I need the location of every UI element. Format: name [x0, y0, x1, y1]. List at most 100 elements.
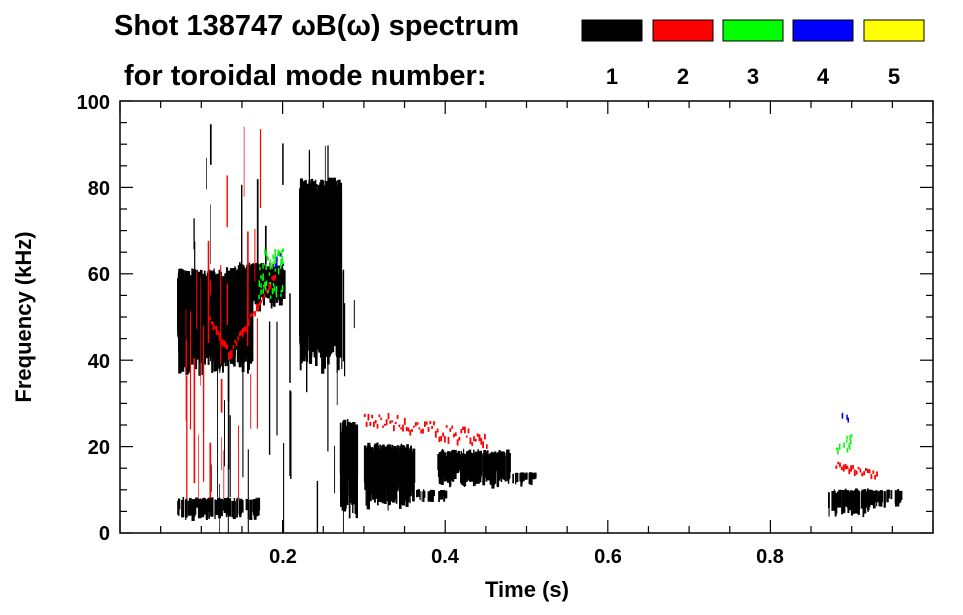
spectral-bin: [450, 452, 452, 473]
spectral-bin: [412, 452, 414, 494]
spectral-bin: [280, 259, 282, 264]
spectral-bin: [268, 282, 270, 291]
spectral-bin: [494, 453, 496, 474]
spectral-bin: [384, 447, 386, 485]
spectral-bin: [525, 472, 528, 480]
spectral-bin: [303, 180, 306, 263]
spectral-bin: [490, 456, 493, 475]
spectral-bin: [240, 330, 242, 336]
spectral-bin: [350, 428, 352, 499]
spectral-bin: [400, 427, 403, 430]
spectral-bin: [843, 492, 847, 506]
spectral-bin: [248, 319, 250, 327]
spectral-bin: [218, 332, 221, 341]
spectral-bin: [277, 253, 279, 257]
spectral-bin: [275, 290, 277, 295]
spectral-bin: [409, 430, 412, 436]
spectral-bin: [876, 471, 878, 477]
spectral-bin: [281, 248, 284, 252]
spectral-bin: [233, 498, 236, 513]
spectral-bin: [471, 454, 473, 472]
spectral-bin: [431, 490, 435, 497]
spectral-bin: [249, 500, 253, 520]
spectral-bin: [411, 429, 413, 432]
spectral-bin: [190, 276, 194, 365]
spectral-bin: [369, 447, 372, 502]
spectral-bin: [846, 440, 848, 443]
spectral-feature-mode-1: [868, 489, 903, 509]
spectral-bin: [396, 445, 399, 489]
spectral-feature-mode-1: [363, 442, 416, 511]
spectral-bin: [267, 290, 269, 293]
spectral-bin: [467, 453, 471, 479]
spectral-bin: [862, 492, 865, 518]
spectral-bin: [270, 268, 274, 303]
spectral-bin: [496, 452, 501, 475]
spectral-bin: [476, 433, 479, 437]
spectral-bin: [876, 490, 878, 507]
spectral-bin: [210, 276, 212, 336]
spectral-bin: [465, 435, 468, 438]
spectral-bin: [444, 435, 446, 443]
legend-label: for toroidal mode number:: [124, 60, 487, 92]
spectral-bin: [841, 490, 845, 508]
spectral-bin: [857, 490, 860, 515]
spectral-bin: [181, 499, 185, 518]
spectral-bin: [473, 449, 475, 467]
spectral-feature-mode-1: [437, 448, 511, 489]
spectral-bin: [263, 293, 266, 298]
spectral-bin: [269, 283, 272, 290]
spectral-bin: [424, 421, 426, 427]
spectral-bin: [855, 488, 858, 502]
spectral-bin: [474, 455, 476, 482]
spectral-bin: [420, 429, 423, 434]
spectral-bin: [458, 436, 461, 441]
spectral-bin: [460, 454, 463, 483]
spectral-bin: [273, 260, 275, 264]
spectral-bin: [355, 434, 357, 514]
spectral-bin: [228, 352, 230, 360]
spectral-bin: [443, 452, 447, 482]
spectral-bin: [243, 326, 246, 333]
spectral-bin: [245, 267, 248, 309]
spectral-bin: [239, 267, 241, 296]
spectral-bin: [257, 304, 259, 312]
spectral-bin: [330, 194, 333, 336]
spectral-bin: [874, 475, 876, 480]
spectral-bin: [443, 490, 446, 502]
spectral-bin: [427, 427, 430, 432]
spectral-feature-mode-3: [835, 433, 853, 455]
spectral-bin: [198, 279, 202, 363]
spectral-bin: [381, 451, 384, 500]
spectral-bin: [839, 443, 841, 450]
spectral-bin: [274, 275, 277, 280]
spectral-bin: [271, 262, 273, 269]
spectral-bin: [849, 434, 851, 441]
spectral-bin: [897, 489, 900, 502]
x-tick-label-0.6: 0.6: [594, 546, 622, 568]
spectral-bin: [416, 489, 418, 498]
spectral-bin: [205, 500, 208, 520]
spectral-bin: [280, 294, 282, 297]
spectral-bin: [480, 437, 483, 445]
spectral-bin: [403, 417, 406, 425]
spectral-bin: [474, 438, 477, 442]
spectral-bin: [843, 443, 845, 447]
spectral-bin: [373, 421, 375, 428]
spectral-bin: [449, 455, 451, 485]
spectral-bin: [447, 436, 450, 444]
spectrogram-data: [177, 124, 903, 533]
spectral-bin: [850, 439, 852, 445]
spectral-bin: [282, 270, 286, 299]
spectral-bin: [436, 428, 439, 433]
spectral-bin: [237, 269, 240, 296]
spectral-bin: [394, 450, 396, 480]
spectral-bin: [414, 422, 417, 427]
spectral-bin: [469, 454, 472, 477]
y-tick-label-40: 40: [88, 351, 110, 373]
spectral-bin: [316, 197, 319, 279]
spectral-bin: [222, 278, 226, 363]
spectral-bin: [345, 429, 349, 476]
spectral-bin: [254, 311, 256, 317]
